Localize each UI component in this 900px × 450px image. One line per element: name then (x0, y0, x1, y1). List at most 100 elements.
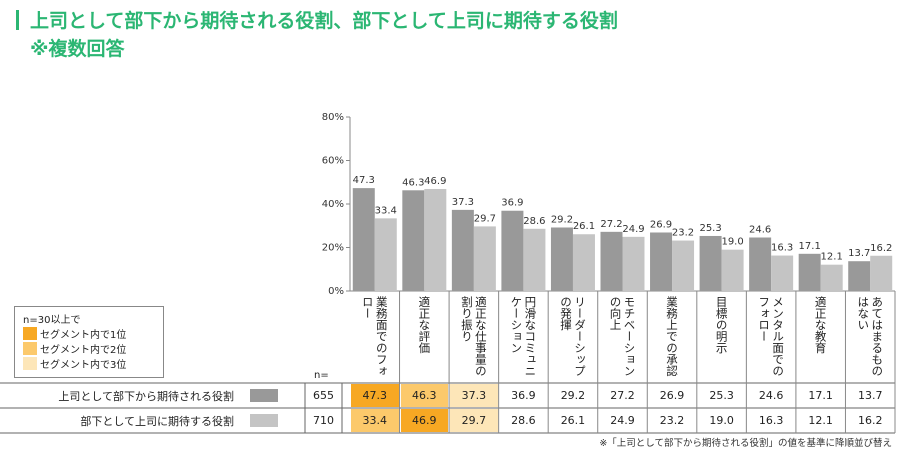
table-cell: 19.0 (709, 414, 734, 427)
legend: n=30以上で セグメント内で1位 セグメント内で2位 セグメント内で3位 (14, 306, 164, 378)
bar (622, 236, 645, 291)
bar (749, 237, 772, 291)
y-tick-label: 60% (322, 156, 344, 167)
table-cell: 24.9 (610, 414, 635, 427)
table-cell: 16.3 (758, 414, 784, 427)
title: 上司として部下から期待される役割、部下として上司に期待する役割 (30, 10, 618, 32)
legend-swatch (250, 414, 278, 427)
data-label: 12.1 (821, 252, 843, 263)
table-cell: 13.7 (857, 389, 883, 402)
bar (402, 190, 425, 291)
table-cell: 24.6 (758, 389, 784, 402)
data-label: 36.9 (501, 198, 523, 209)
table-cell: 37.3 (450, 384, 498, 407)
x-tick-label: モチベーションの向上 (608, 296, 637, 377)
data-label: 19.0 (721, 237, 743, 248)
legend-swatch (250, 389, 278, 402)
bar (771, 255, 794, 291)
y-tick-label: 20% (322, 243, 344, 254)
n-value: 655 (313, 389, 334, 402)
x-tick-label: 適正な仕事量の割り振り (459, 296, 488, 377)
data-label: 26.9 (650, 219, 672, 230)
table-cell: 16.2 (857, 414, 883, 427)
data-label: 25.3 (699, 223, 721, 234)
legend-item: セグメント内で3位 (23, 357, 127, 371)
data-label: 37.3 (452, 197, 474, 208)
bar (473, 226, 496, 291)
data-label: 13.7 (848, 248, 870, 259)
bar (424, 188, 447, 291)
table-cell: 17.1 (808, 389, 833, 402)
title-bar (16, 10, 19, 30)
x-tick-label: 業務上での承認 (665, 296, 680, 377)
bar (550, 227, 573, 291)
bar (870, 255, 893, 291)
y-tick-label: 0% (328, 286, 344, 297)
legend-item: セグメント内で2位 (23, 342, 127, 356)
data-label: 29.7 (474, 213, 496, 224)
data-label: 33.4 (375, 205, 397, 216)
bar (848, 261, 871, 291)
legend-label: セグメント内で3位 (40, 360, 127, 371)
data-label: 26.1 (573, 221, 595, 232)
data-label: 17.1 (799, 241, 821, 252)
table-cell: 29.2 (560, 389, 586, 402)
legend-label: セグメント内で1位 (40, 330, 127, 341)
data-label: 29.2 (551, 214, 573, 225)
table-cell: 23.2 (659, 414, 685, 427)
table-cell: 29.7 (450, 409, 498, 432)
legend-title: n=30以上で (23, 315, 81, 326)
data-label: 28.6 (523, 216, 545, 227)
y-tick-label: 40% (322, 199, 344, 210)
bar (600, 231, 623, 291)
data-label: 46.9 (424, 176, 446, 187)
subtitle: ※複数回答 (30, 38, 125, 60)
x-tick-label: 適正な評価 (417, 296, 432, 354)
x-tick-label: 円滑なコミュニケーション (509, 296, 538, 377)
legend-swatch (23, 342, 37, 355)
bar (820, 264, 843, 291)
bar (374, 218, 397, 291)
table-cell: 47.3 (351, 384, 399, 407)
legend-item: セグメント内で1位 (23, 327, 127, 341)
table-cell: 26.9 (659, 389, 685, 402)
data-label: 16.2 (870, 243, 892, 254)
data-label: 24.6 (749, 224, 771, 235)
data-label: 46.3 (402, 177, 424, 188)
data-label: 27.2 (600, 219, 622, 230)
bar (650, 232, 673, 291)
bar (451, 209, 474, 291)
bar (672, 240, 695, 291)
bar (699, 235, 722, 291)
bar (572, 234, 595, 291)
bar (523, 228, 546, 291)
table-cell: 28.6 (511, 414, 536, 427)
x-tick-label: あてはまるものはない (856, 296, 885, 377)
table-cell: 25.3 (709, 389, 734, 402)
x-tick-label: メンタル面でのフォロー (757, 296, 786, 377)
table-cell: 27.2 (610, 389, 635, 402)
x-tick-label: 適正な教育 (813, 296, 828, 354)
bar (721, 249, 744, 291)
table-cell: 46.9 (400, 409, 449, 432)
table-cell: 36.9 (511, 389, 536, 402)
table-cell: 33.4 (351, 409, 399, 432)
x-tick-label: リーダーシップの発揮 (558, 296, 587, 377)
n-label: n= (314, 370, 329, 381)
y-tick-label: 80% (322, 112, 344, 123)
table-cell: 46.3 (400, 384, 449, 407)
legend-label: セグメント内で2位 (40, 345, 127, 356)
x-tick-label: 業務面でのフォロー (360, 296, 389, 377)
data-label: 16.3 (771, 243, 793, 254)
legend-swatch (23, 327, 37, 340)
bar (798, 253, 821, 291)
data-label: 47.3 (353, 175, 375, 186)
data-label: 23.2 (672, 228, 694, 239)
table-cell: 26.1 (560, 414, 586, 427)
table-cell: 12.1 (808, 414, 833, 427)
bar (501, 210, 524, 291)
row-label: 上司として部下から期待される役割 (58, 389, 234, 403)
data-label: 24.9 (622, 224, 644, 235)
